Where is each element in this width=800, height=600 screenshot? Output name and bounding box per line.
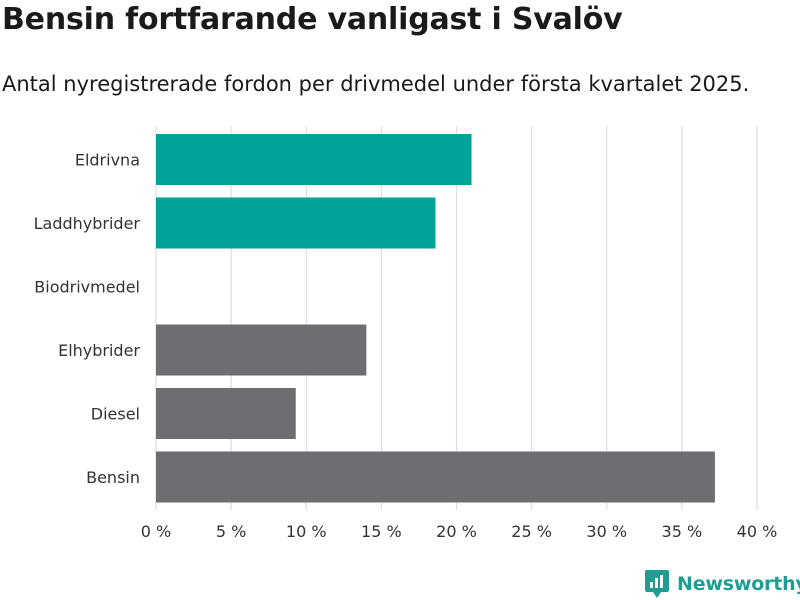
chart-subtitle: Antal nyregistrerade fordon per drivmede… (2, 72, 750, 96)
bar (156, 134, 472, 185)
x-tick-label: 15 % (361, 522, 402, 541)
newsworthy-logo-icon (645, 570, 669, 598)
x-tick-label: 25 % (511, 522, 552, 541)
category-label: Laddhybrider (34, 214, 141, 233)
category-label: Eldrivna (75, 151, 140, 170)
category-label: Elhybrider (58, 341, 140, 360)
chart-title: Bensin fortfarande vanligast i Svalöv (2, 2, 623, 37)
x-tick-label: 30 % (586, 522, 627, 541)
category-label: Diesel (91, 405, 140, 424)
bar (156, 324, 367, 376)
x-tick-label: 20 % (436, 522, 477, 541)
x-tick-label: 40 % (737, 522, 778, 541)
category-label: Bensin (86, 468, 140, 487)
x-axis-ticks: 0 % 5 % 10 % 15 % 20 % 25 % 30 % 35 % 40 % (141, 522, 778, 541)
newsworthy-logo: Newsworthy (644, 569, 800, 599)
x-tick-label: 5 % (216, 522, 246, 541)
x-tick-label: 35 % (662, 522, 703, 541)
gridlines (155, 126, 758, 510)
bar (156, 451, 715, 503)
bars (156, 134, 715, 503)
x-tick-label: 10 % (286, 522, 327, 541)
category-label: Biodrivmedel (34, 278, 140, 297)
newsworthy-logo-text: Newsworthy (677, 573, 800, 595)
bar (156, 388, 296, 439)
x-tick-label: 0 % (141, 522, 171, 541)
bar (156, 197, 436, 249)
category-labels: Eldrivna Laddhybrider Biodrivmedel Elhybrid… (34, 151, 141, 488)
